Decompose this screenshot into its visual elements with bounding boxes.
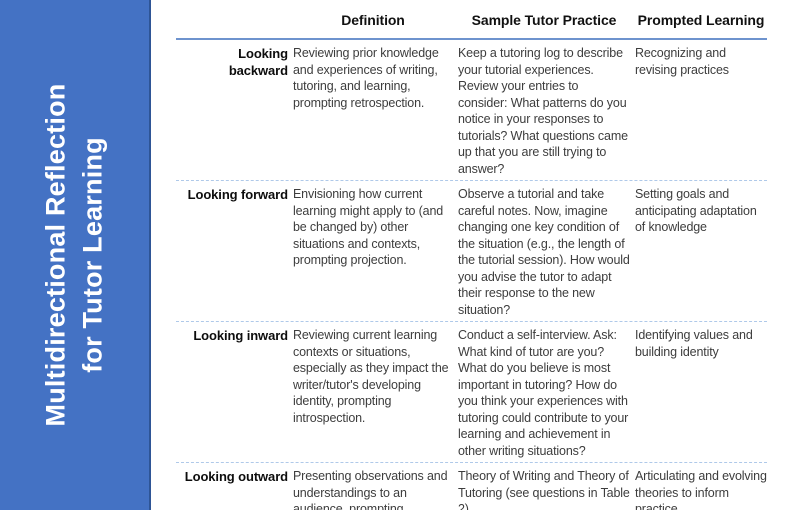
practice-cell: Keep a tutoring log to describe your tut… [458, 46, 628, 176]
table-row-looking-outward: Looking outward Presenting observations … [176, 462, 767, 510]
learning-cell: Recognizing and revising practices [635, 46, 729, 77]
table-row-looking-forward: Looking forward Envisioning how current … [176, 180, 767, 321]
practice-cell: Conduct a self-interview. Ask: What kind… [458, 328, 629, 458]
reflection-table: Definition Sample Tutor Practice Prompte… [176, 0, 767, 510]
column-header-prompted-learning: Prompted Learning [637, 12, 765, 28]
definition-cell: Reviewing prior knowledge and experience… [293, 46, 439, 110]
definition-cell: Reviewing current learning contexts or s… [293, 328, 449, 425]
practice-cell: Observe a tutorial and take careful note… [458, 187, 630, 317]
table-row-looking-backward: Looking backward Reviewing prior knowled… [176, 40, 767, 180]
column-header-sample-tutor-practice: Sample Tutor Practice [471, 12, 617, 28]
slide-title-line2: for Tutor Learning [77, 137, 108, 373]
table-header-row: Definition Sample Tutor Practice Prompte… [176, 0, 767, 40]
learning-cell: Setting goals and anticipating adaptatio… [635, 187, 757, 234]
learning-cell: Identifying values and building identity [635, 328, 753, 359]
slide-title: Multidirectional Reflection for Tutor Le… [38, 84, 112, 427]
definition-cell: Presenting observations and understandin… [293, 469, 448, 510]
title-sidebar: Multidirectional Reflection for Tutor Le… [0, 0, 151, 510]
row-label: Looking outward [184, 469, 288, 484]
row-label: Looking forward [187, 187, 288, 202]
practice-cell: Theory of Writing and Theory of Tutoring… [458, 469, 630, 510]
row-label: Looking backward [228, 46, 288, 78]
row-label: Looking inward [193, 328, 288, 343]
table-row-looking-inward: Looking inward Reviewing current learnin… [176, 321, 767, 462]
column-header-blank [176, 12, 288, 38]
definition-cell: Envisioning how current learning might a… [293, 187, 444, 267]
column-header-definition: Definition [341, 12, 405, 28]
slide-title-line1: Multidirectional Reflection [40, 83, 71, 427]
learning-cell: Articulating and evolving theories to in… [635, 469, 767, 510]
